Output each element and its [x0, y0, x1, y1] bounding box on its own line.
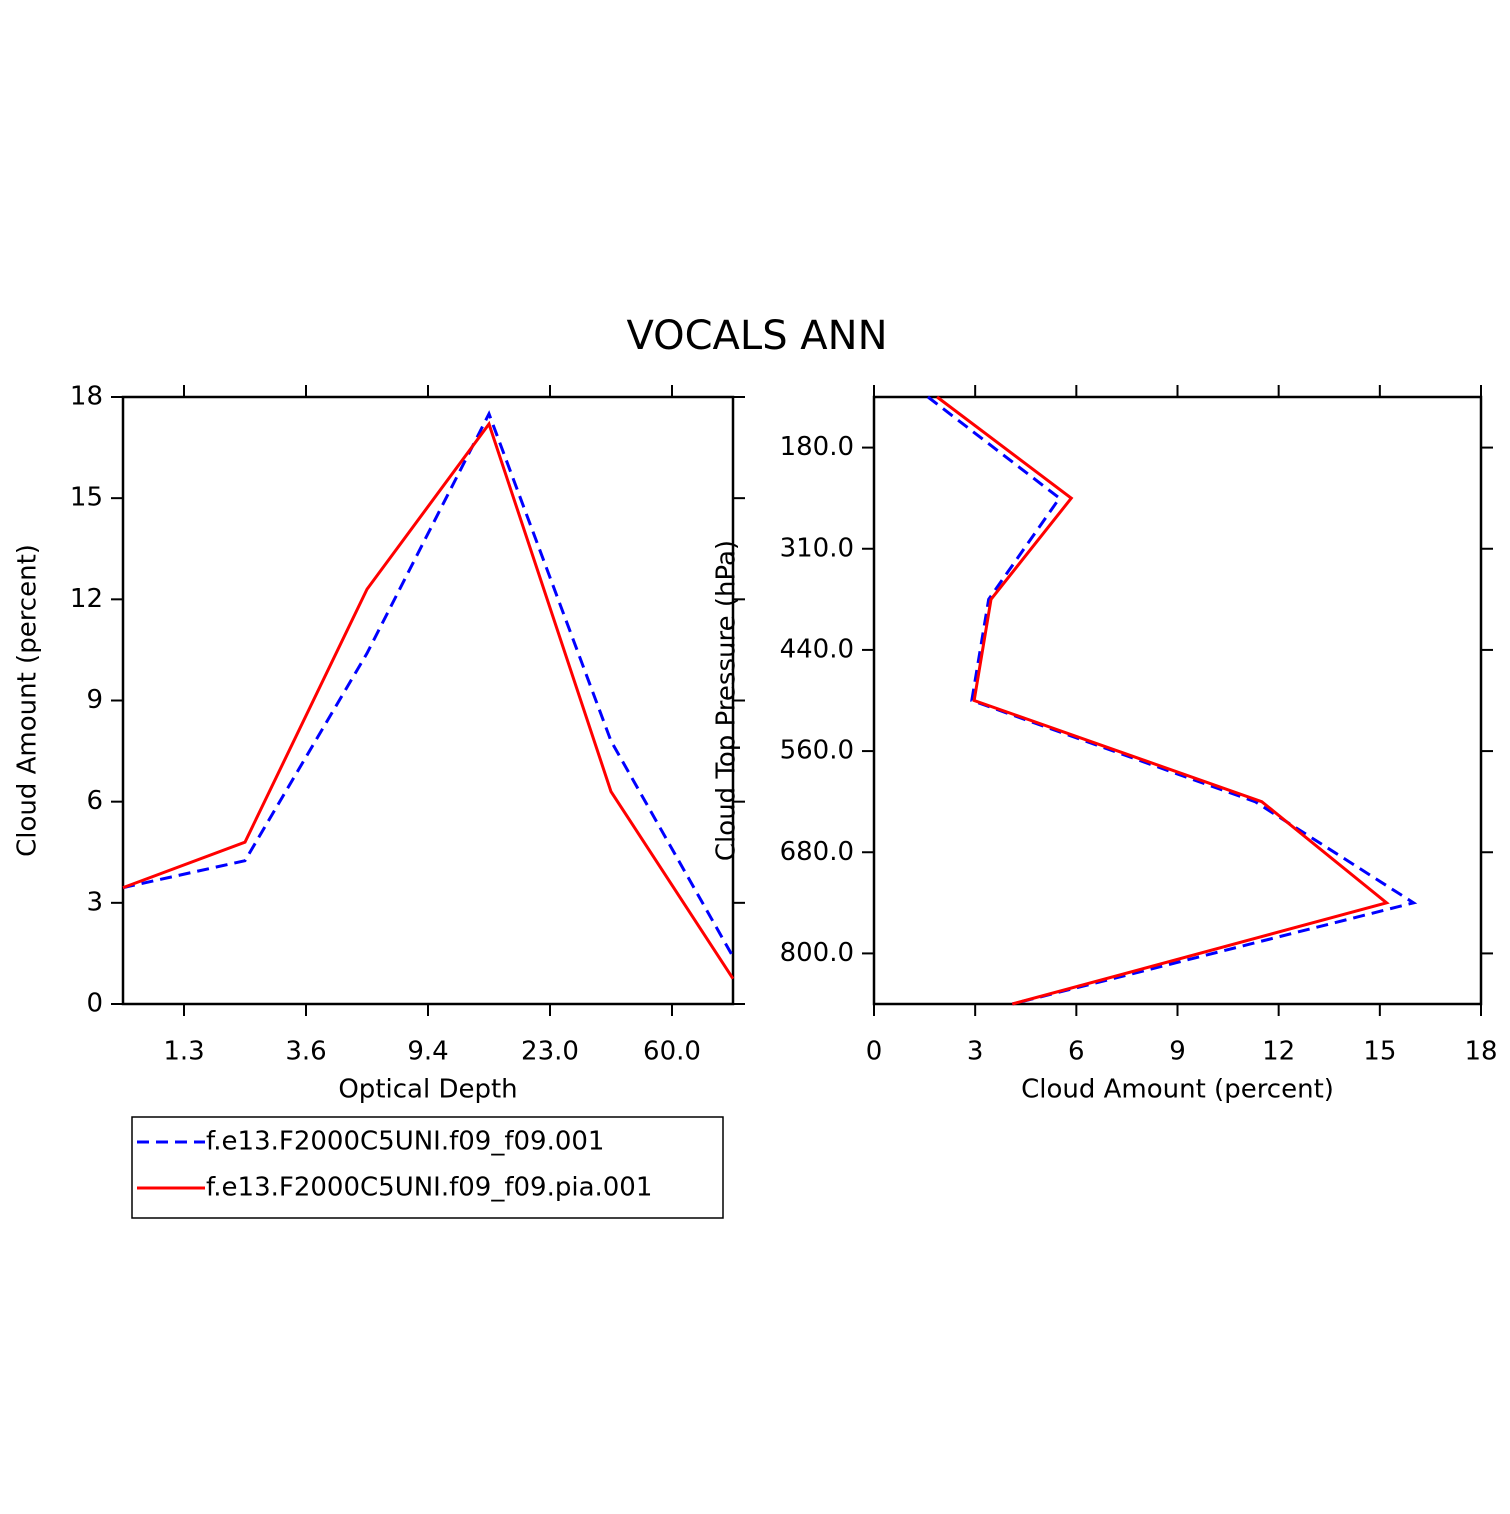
x-tick-label: 9 [1169, 1037, 1186, 1067]
x-tick-label: 6 [1068, 1037, 1085, 1067]
y-tick-label: 9 [86, 685, 103, 715]
x-tick-label: 0 [866, 1037, 883, 1067]
series-line [927, 395, 1418, 1006]
y-tick-label: 12 [70, 584, 103, 614]
series-line [122, 410, 735, 958]
y-tick-label: 310.0 [780, 533, 854, 563]
y-tick-label: 3 [86, 887, 103, 917]
y-tick-label: 15 [70, 483, 103, 513]
x-tick-label: 60.0 [643, 1037, 701, 1067]
y-tick-label: 0 [86, 989, 103, 1019]
x-tick-label: 18 [1464, 1037, 1497, 1067]
x-tick-label: 9.4 [407, 1037, 448, 1067]
x-axis-label: Cloud Amount (percent) [1021, 1075, 1334, 1105]
y-tick-label: 680.0 [780, 837, 854, 867]
plot-frame [872, 395, 1483, 1006]
series-line [122, 420, 735, 980]
x-tick-label: 12 [1262, 1037, 1295, 1067]
figure-title: VOCALS ANN [626, 313, 887, 359]
y-tick-label: 560.0 [780, 736, 854, 766]
y-tick-label: 180.0 [780, 432, 854, 462]
plot-frame [121, 395, 735, 1006]
x-tick-label: 23.0 [521, 1037, 579, 1067]
legend-label: f.e13.F2000C5UNI.f09_f09.pia.001 [206, 1173, 652, 1203]
y-axis-label: Cloud Amount (percent) [13, 544, 43, 857]
y-tick-label: 440.0 [780, 634, 854, 664]
series-line [936, 395, 1390, 1006]
x-tick-label: 3 [967, 1037, 984, 1067]
y-axis-label: Cloud Top Pressure (hPa) [712, 540, 742, 861]
legend-box [131, 1116, 724, 1219]
y-tick-label: 800.0 [780, 938, 854, 968]
y-tick-label: 18 [70, 382, 103, 412]
x-tick-label: 1.3 [163, 1037, 204, 1067]
x-axis-label: Optical Depth [338, 1075, 517, 1105]
y-tick-label: 6 [86, 786, 103, 816]
x-tick-label: 3.6 [285, 1037, 326, 1067]
legend-label: f.e13.F2000C5UNI.f09_f09.001 [206, 1127, 604, 1157]
x-tick-label: 15 [1363, 1037, 1396, 1067]
